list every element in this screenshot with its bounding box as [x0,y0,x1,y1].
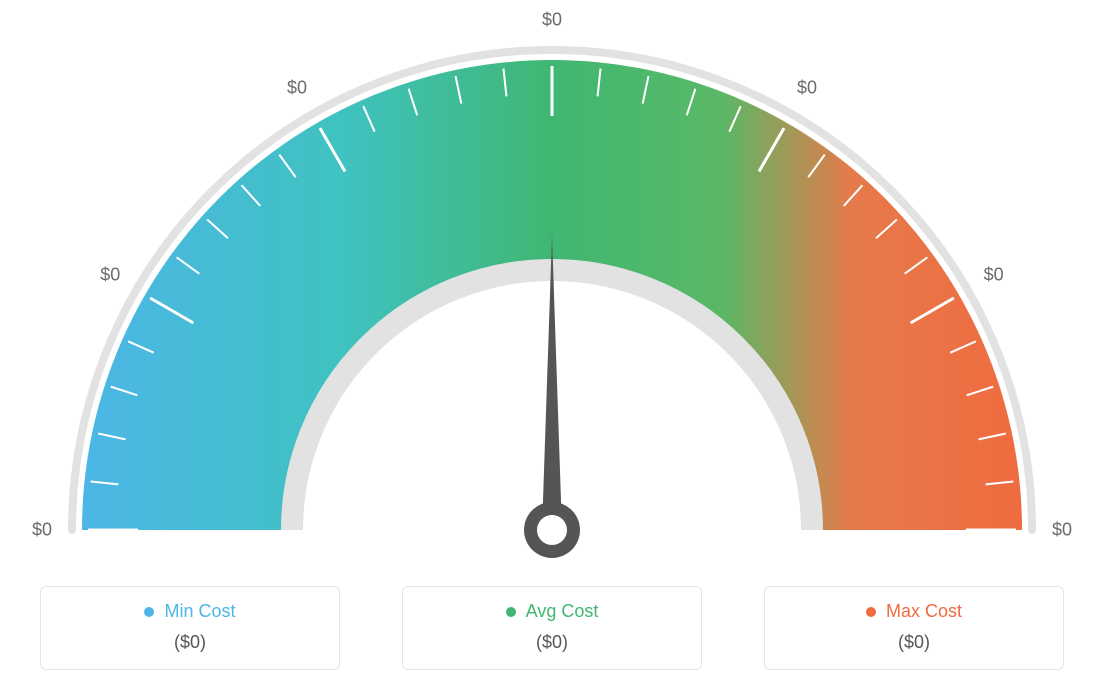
legend-dot-max [866,607,876,617]
legend-label-avg: Avg Cost [425,601,679,622]
gauge-tick-label: $0 [542,10,562,31]
legend-value-avg: ($0) [425,632,679,653]
gauge-tick-label: $0 [1052,520,1072,541]
gauge-tick-label: $0 [984,265,1004,286]
legend-label-max: Max Cost [787,601,1041,622]
gauge-tick-label: $0 [287,78,307,99]
legend-label-min: Min Cost [63,601,317,622]
legend-card-avg: Avg Cost ($0) [402,586,702,670]
gauge-chart: $0 $0 $0 $0 $0 $0 $0 [0,0,1104,560]
legend-text-max: Max Cost [886,601,962,622]
legend-dot-avg [506,607,516,617]
gauge-svg [0,0,1104,560]
cost-gauge-infographic: $0 $0 $0 $0 $0 $0 $0 Min Cost ($0) Avg Cost ($… [0,0,1104,690]
gauge-tick-label: $0 [797,78,817,99]
legend-card-min: Min Cost ($0) [40,586,340,670]
legend-text-avg: Avg Cost [526,601,599,622]
legend-dot-min [144,607,154,617]
legend-card-max: Max Cost ($0) [764,586,1064,670]
legend-text-min: Min Cost [164,601,235,622]
legend-row: Min Cost ($0) Avg Cost ($0) Max Cost ($0… [0,586,1104,670]
legend-value-min: ($0) [63,632,317,653]
legend-value-max: ($0) [787,632,1041,653]
gauge-tick-label: $0 [32,520,52,541]
gauge-tick-label: $0 [100,265,120,286]
